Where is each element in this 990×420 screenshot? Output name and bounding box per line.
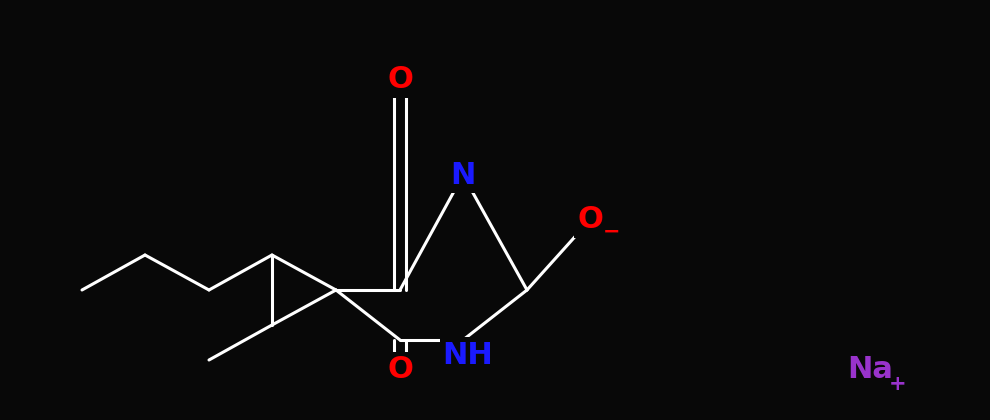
Text: O: O [387, 66, 413, 94]
Text: O: O [387, 355, 413, 384]
Text: N: N [450, 160, 475, 189]
Text: +: + [889, 374, 907, 394]
Text: NH: NH [443, 341, 493, 370]
Text: O: O [577, 205, 603, 234]
Text: −: − [603, 222, 621, 242]
Text: Na: Na [847, 355, 893, 384]
